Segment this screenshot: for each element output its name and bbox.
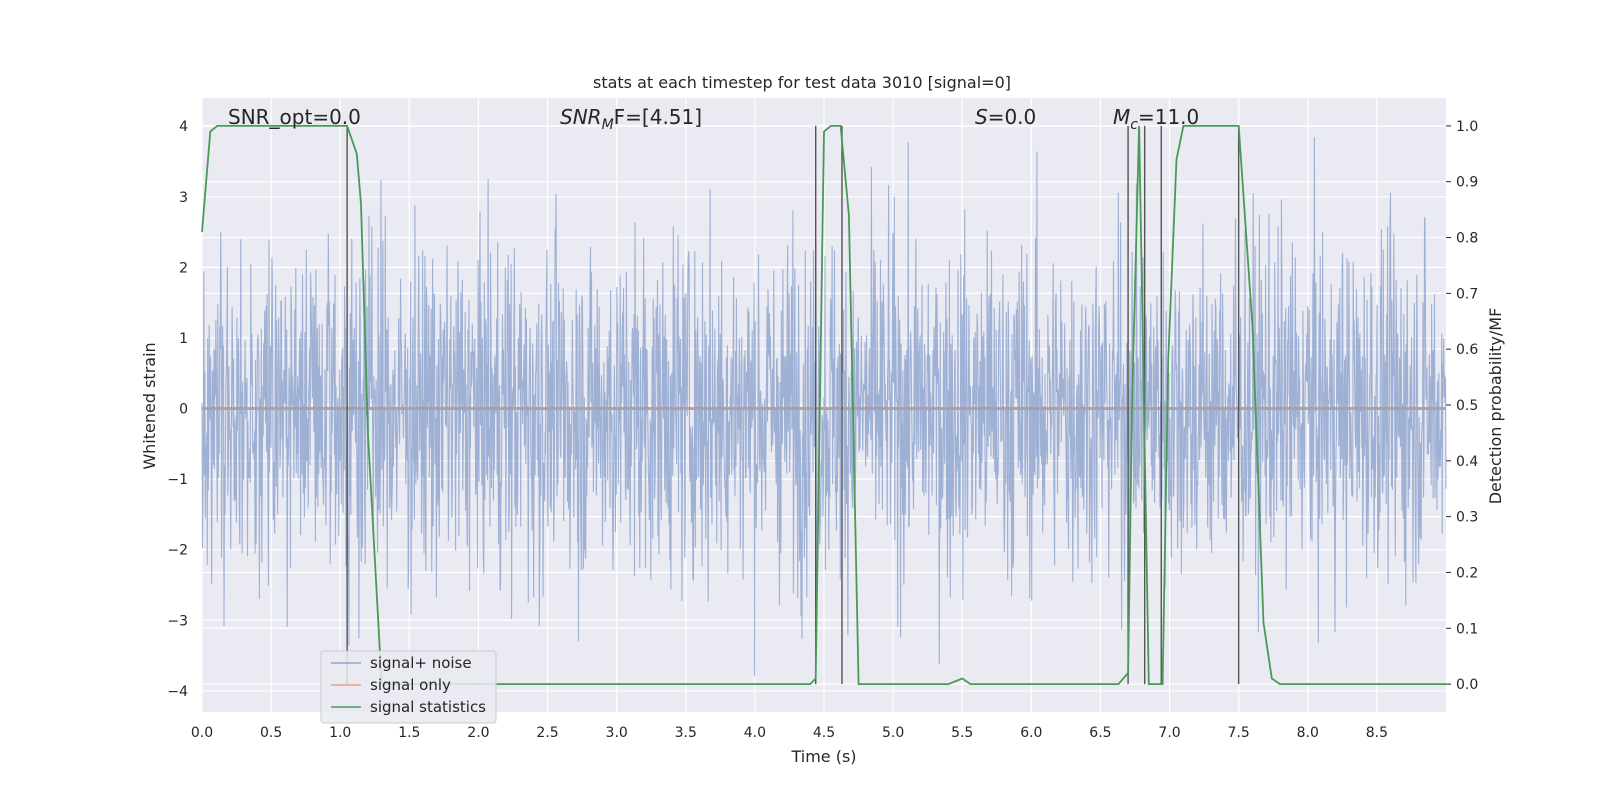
x-tick-label: 1.5 bbox=[398, 725, 420, 741]
annotation-s-tail: =0.0 bbox=[988, 105, 1037, 129]
annotation-mc-main: M bbox=[1113, 105, 1130, 129]
annotation-snr-mf: SNRMF=[4.51] bbox=[560, 105, 702, 133]
y-tick-label: 4 bbox=[179, 119, 188, 135]
annotation-snr-mf-sub: M bbox=[602, 117, 614, 133]
x-tick-label: 0.0 bbox=[191, 725, 213, 741]
x-tick-label: 7.5 bbox=[1228, 725, 1250, 741]
y2-tick-label: 0.2 bbox=[1456, 565, 1478, 581]
x-tick-label: 2.0 bbox=[467, 725, 489, 741]
x-tick-label: 3.5 bbox=[675, 725, 697, 741]
y-tick-label: −4 bbox=[167, 684, 188, 700]
x-tick-label: 4.0 bbox=[744, 725, 766, 741]
y2-tick-label: 0.6 bbox=[1456, 342, 1478, 358]
x-axis-label: Time (s) bbox=[790, 747, 856, 766]
y2-tick-label: 0.7 bbox=[1456, 286, 1478, 302]
y-tick-labels: 4 3 2 1 0 −1 −2 −3 −4 bbox=[167, 119, 188, 700]
x-tick-label: 6.5 bbox=[1089, 725, 1111, 741]
y-tick-label: −2 bbox=[167, 543, 188, 559]
legend: signal+ noise signal only signal statist… bbox=[320, 650, 497, 724]
y2-tick-label: 0.3 bbox=[1456, 510, 1478, 526]
series-signal-statistics bbox=[201, 125, 1446, 685]
y-axis-label: Whitened strain bbox=[140, 342, 159, 469]
annotation-snr-opt: SNR_opt=0.0 bbox=[228, 105, 361, 129]
y2-tick-labels: 1.0 0.9 0.8 0.7 0.6 0.5 0.4 0.3 0.2 0.1 0.0 bbox=[1446, 119, 1478, 693]
y2-tick-label: 0.9 bbox=[1456, 175, 1478, 191]
y-tick-label: −1 bbox=[167, 472, 188, 488]
annotation-mc-sub: c bbox=[1130, 117, 1138, 133]
annotation-snr-mf-main: SNR bbox=[560, 105, 602, 129]
y-tick-label: 3 bbox=[179, 190, 188, 206]
annotation-mc: Mc=11.0 bbox=[1113, 105, 1199, 133]
chart-title: stats at each timestep for test data 301… bbox=[593, 73, 1011, 92]
x-tick-labels: 0.0 0.5 1.0 1.5 2.0 2.5 3.0 3.5 4.0 4.5 5.0 5.5 6.0 6… bbox=[191, 725, 1388, 741]
x-tick-label: 5.0 bbox=[882, 725, 904, 741]
x-tick-label: 6.0 bbox=[1020, 725, 1042, 741]
x-tick-label: 5.5 bbox=[951, 725, 973, 741]
y2-tick-label: 0.8 bbox=[1456, 231, 1478, 247]
y2-tick-label: 0.4 bbox=[1456, 454, 1478, 470]
x-tick-label: 1.0 bbox=[329, 725, 351, 741]
signal-statistics-line bbox=[201, 125, 1446, 685]
annotation-s-main: S bbox=[975, 105, 988, 129]
y-tick-label: 0 bbox=[179, 402, 188, 418]
x-tick-label: 3.0 bbox=[606, 725, 628, 741]
y2-tick-label: 1.0 bbox=[1456, 119, 1478, 135]
legend-label-signal-statistics: signal statistics bbox=[370, 698, 486, 716]
vertical-lines bbox=[346, 125, 1240, 685]
legend-label-signal-plus-noise: signal+ noise bbox=[370, 654, 472, 672]
y2-tick-label: 0.0 bbox=[1456, 677, 1478, 693]
y-tick-label: −3 bbox=[167, 613, 188, 629]
x-tick-label: 7.0 bbox=[1158, 725, 1180, 741]
annotation-mc-tail: =11.0 bbox=[1138, 105, 1199, 129]
x-tick-label: 0.5 bbox=[260, 725, 282, 741]
x-tick-label: 8.5 bbox=[1366, 725, 1388, 741]
legend-label-signal-only: signal only bbox=[370, 676, 451, 694]
annotation-snr-mf-tail: F=[4.51] bbox=[614, 105, 702, 129]
legend-box bbox=[320, 650, 497, 724]
annotation-s: S=0.0 bbox=[975, 105, 1036, 129]
x-tick-label: 8.0 bbox=[1297, 725, 1319, 741]
y2-tick-label: 0.5 bbox=[1456, 398, 1478, 414]
x-tick-label: 2.5 bbox=[536, 725, 558, 741]
y-tick-label: 2 bbox=[179, 260, 188, 276]
y2-tick-label: 0.1 bbox=[1456, 621, 1478, 637]
y-tick-label: 1 bbox=[179, 331, 188, 347]
y2-axis-label: Detection probability/MF bbox=[1486, 308, 1505, 505]
x-tick-label: 4.5 bbox=[813, 725, 835, 741]
